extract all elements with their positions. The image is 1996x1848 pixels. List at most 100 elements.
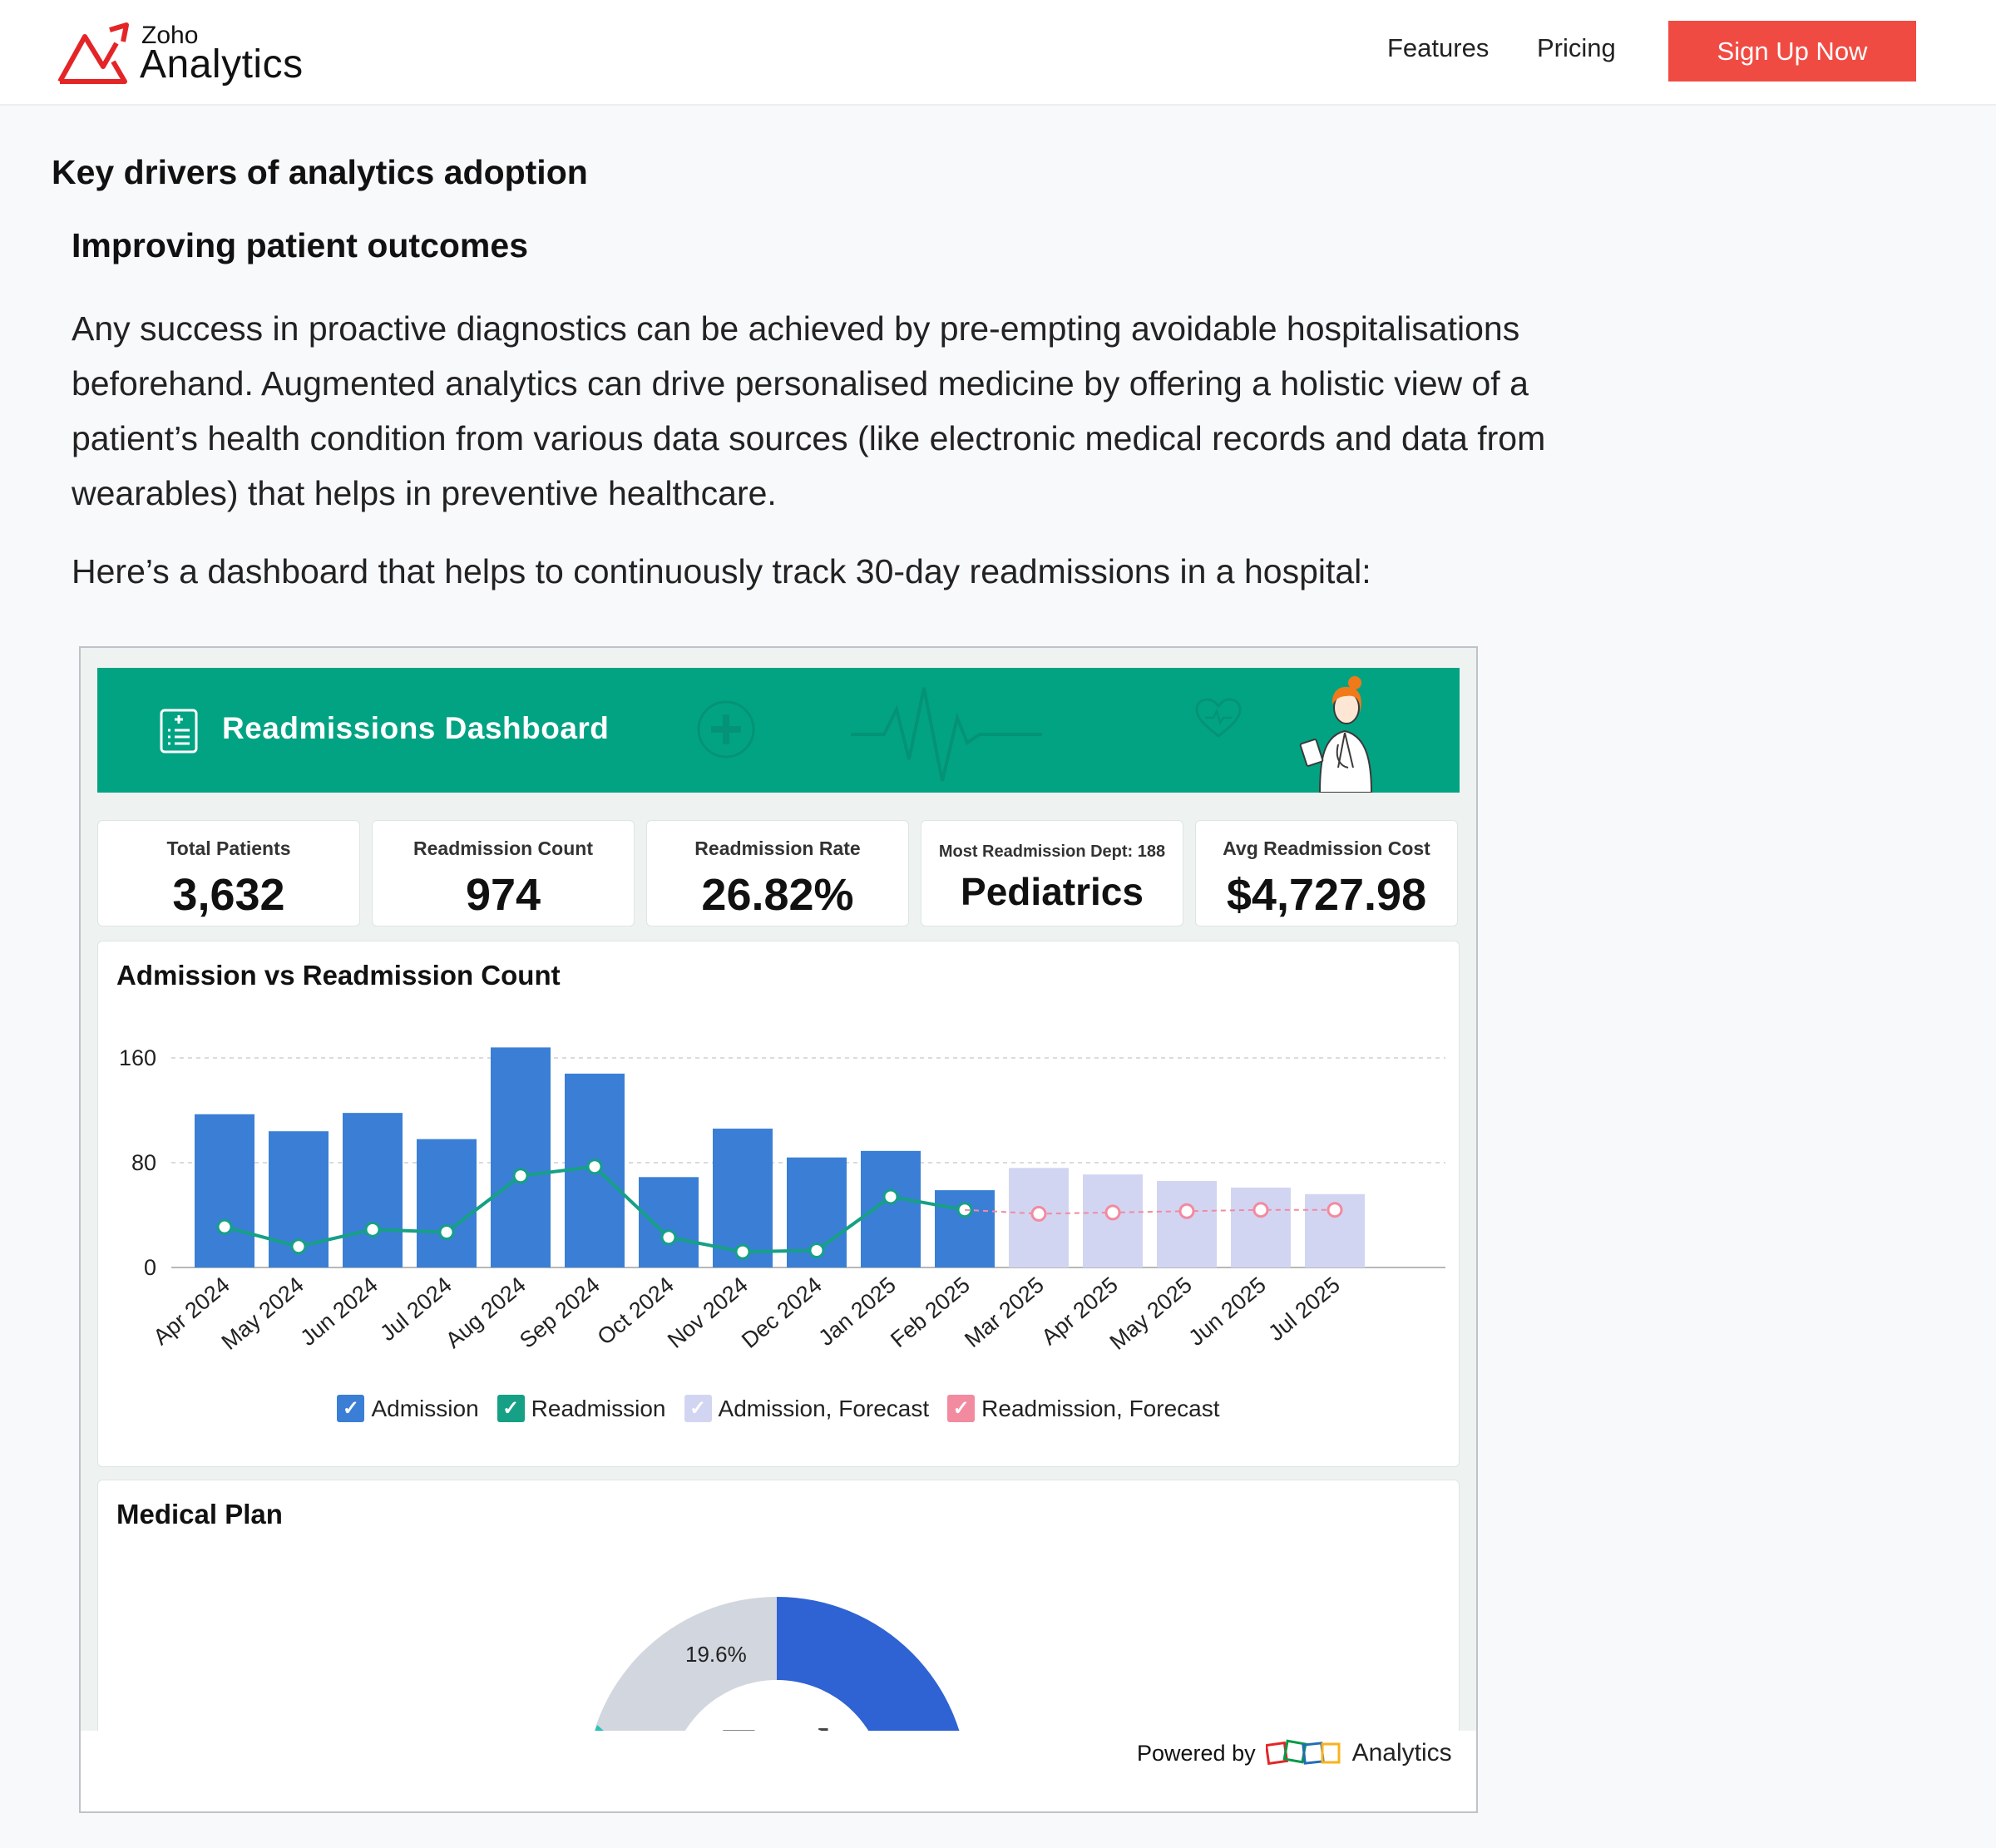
legend-checkbox-icon[interactable]: ✓ <box>684 1395 712 1422</box>
x-tick-label: Jun 2024 <box>295 1272 382 1351</box>
powered-brand-text: Analytics <box>1351 1739 1452 1766</box>
legend-label: Admission, Forecast <box>718 1395 930 1421</box>
zoho-logo-icon <box>1265 1739 1341 1766</box>
legend-label: Readmission <box>531 1395 666 1421</box>
medical-cross-icon <box>697 700 755 758</box>
logo-analytics-text: Analytics <box>140 42 304 86</box>
legend-item[interactable]: ✓ Readmission <box>497 1395 666 1422</box>
kpi-value: 26.82% <box>701 870 854 920</box>
medical-plan-donut-chart[interactable]: 19.6% Total <box>98 1480 1460 1731</box>
data-point <box>438 1223 455 1240</box>
donut-slice-label: 19.6% <box>685 1642 747 1667</box>
powered-by-text: Powered by <box>1137 1740 1256 1766</box>
series-line <box>964 1208 1335 1215</box>
data-point <box>586 1159 603 1175</box>
powered-by-footer[interactable]: Powered by Analytics <box>1137 1739 1452 1767</box>
kpi-label: Most Readmission Dept: 188 <box>938 842 1166 861</box>
bar <box>1157 1181 1217 1267</box>
top-nav-bar: Zoho Analytics Features Pricing Sign Up … <box>0 0 1996 106</box>
bar <box>1083 1174 1143 1267</box>
kpi-readmission-count[interactable]: Readmission Count 974 <box>372 820 635 926</box>
donut-center-text: Total <box>722 1719 831 1731</box>
x-tick-label: May 2024 <box>217 1272 309 1355</box>
kpi-value: $4,727.98 <box>1226 870 1427 920</box>
legend-item[interactable]: ✓ Admission, Forecast <box>684 1395 930 1422</box>
data-point <box>364 1221 381 1238</box>
legend-item[interactable]: ✓ Admission <box>337 1395 479 1422</box>
x-tick-label: Dec 2024 <box>737 1272 827 1353</box>
dashboard-banner: Readmissions Dashboard <box>97 668 1460 793</box>
legend-checkbox-icon[interactable]: ✓ <box>947 1395 976 1422</box>
x-tick-label: Nov 2024 <box>663 1272 753 1353</box>
kpi-value: 974 <box>465 870 541 920</box>
bar <box>195 1114 254 1267</box>
article-paragraph: Any success in proactive diagnostics can… <box>72 309 1546 512</box>
data-point <box>1030 1205 1047 1222</box>
data-point <box>290 1238 307 1255</box>
kpi-avg-readmission-cost[interactable]: Avg Readmission Cost $4,727.98 <box>1195 820 1458 926</box>
data-point <box>1327 1202 1343 1218</box>
kpi-value: Pediatrics <box>961 870 1144 913</box>
kpi-readmission-rate[interactable]: Readmission Rate 26.82% <box>646 820 909 926</box>
kpi-total-patients[interactable]: Total Patients 3,632 <box>97 820 360 926</box>
clipboard-list-icon <box>160 709 198 754</box>
data-point <box>660 1229 677 1246</box>
kpi-label: Total Patients <box>166 838 291 859</box>
heart-pulse-icon <box>1195 698 1242 738</box>
kpi-label: Readmission Rate <box>694 838 861 859</box>
dashboard-title: Readmissions Dashboard <box>222 711 610 745</box>
x-tick-label: Aug 2024 <box>441 1272 531 1353</box>
bar <box>1231 1187 1291 1267</box>
dashboard-intro-text: Here’s a dashboard that helps to continu… <box>72 552 1371 590</box>
kpi-most-readmission-dept[interactable]: Most Readmission Dept: 188 Pediatrics <box>921 820 1183 926</box>
zoho-analytics-logo[interactable]: Zoho Analytics <box>55 18 321 86</box>
dashboard-embed: Readmissions Dashboard <box>79 646 1478 1813</box>
sign-up-button[interactable]: Sign Up Now <box>1668 21 1916 82</box>
legend-label: Admission <box>371 1395 479 1421</box>
doctor-illustration-icon <box>1299 676 1373 793</box>
donut-slice-grey <box>594 1597 777 1731</box>
medical-plan-title: Medical Plan <box>116 1499 283 1529</box>
x-tick-label: Jul 2025 <box>1263 1272 1344 1346</box>
data-point <box>956 1202 973 1218</box>
x-tick-label: Feb 2025 <box>886 1272 975 1352</box>
chart-legend: ✓ Admission ✓ Readmission ✓ Admission, Foreca… <box>98 1395 1459 1422</box>
data-point <box>216 1218 233 1235</box>
kpi-value: 3,632 <box>172 870 285 920</box>
x-tick-label: May 2025 <box>1105 1272 1197 1355</box>
admission-readmission-card: Admission vs Readmission Count 0 80 160 Apr… <box>97 941 1460 1467</box>
x-tick-label: Jun 2025 <box>1183 1272 1270 1351</box>
y-tick-label: 80 <box>131 1150 156 1175</box>
section-heading: Key drivers of analytics adoption <box>52 153 588 191</box>
y-tick-label: 160 <box>119 1045 156 1070</box>
donut-slice-teal <box>595 1725 604 1731</box>
medical-plan-card: Medical Plan 19.6% Total <box>97 1480 1460 1731</box>
data-point <box>808 1243 825 1259</box>
x-tick-label: Sep 2024 <box>515 1272 605 1353</box>
x-tick-label: Jan 2025 <box>813 1272 900 1351</box>
legend-item[interactable]: ✓ Readmission, Forecast <box>947 1395 1220 1422</box>
data-point <box>1252 1202 1269 1218</box>
x-tick-label: Mar 2025 <box>960 1272 1049 1352</box>
nav-pricing-link[interactable]: Pricing <box>1537 33 1616 62</box>
bar <box>491 1047 551 1267</box>
kpi-label: Avg Readmission Cost <box>1223 838 1430 859</box>
legend-checkbox-icon[interactable]: ✓ <box>497 1395 525 1422</box>
bar <box>935 1190 995 1267</box>
subsection-heading: Improving patient outcomes <box>72 226 528 264</box>
chart-title: Admission vs Readmission Count <box>116 960 561 991</box>
data-point <box>734 1243 751 1260</box>
donut-slice-blue <box>777 1597 960 1731</box>
bar <box>861 1150 921 1267</box>
bar <box>417 1139 477 1267</box>
heartbeat-line-icon <box>851 687 1042 782</box>
kpi-label: Readmission Count <box>413 838 593 859</box>
nav-features-link[interactable]: Features <box>1387 33 1490 62</box>
data-point <box>882 1188 899 1205</box>
legend-checkbox-icon[interactable]: ✓ <box>337 1395 365 1422</box>
data-point <box>1178 1203 1195 1219</box>
bar <box>343 1113 403 1267</box>
logo-zoho-text: Zoho <box>141 22 199 49</box>
data-point <box>512 1168 529 1184</box>
